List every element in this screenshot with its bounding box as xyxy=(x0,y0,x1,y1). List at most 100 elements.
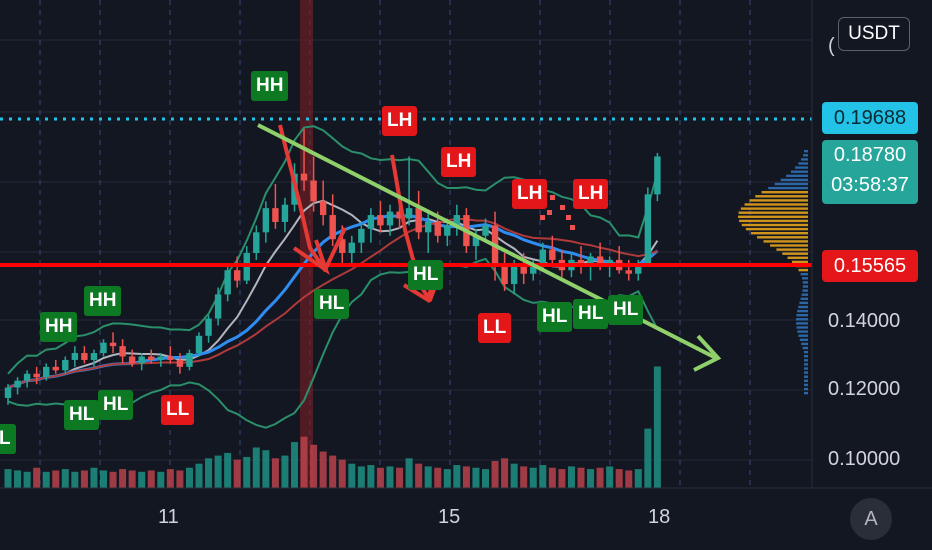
profile-bar xyxy=(802,285,808,288)
profile-bar xyxy=(741,223,808,227)
volume-bar xyxy=(214,455,222,488)
annotation-tag: HL xyxy=(537,302,573,332)
candle-body xyxy=(128,356,136,364)
profile-bar xyxy=(798,334,808,337)
annotation-tag: HL xyxy=(314,289,350,319)
profile-bar xyxy=(763,240,808,243)
profile-bar xyxy=(804,375,808,378)
profile-bar xyxy=(738,211,808,214)
volume-bar xyxy=(510,463,518,488)
profile-bar xyxy=(738,215,808,218)
profile-bar xyxy=(799,338,808,341)
volume-bar xyxy=(205,458,213,488)
profile-bar xyxy=(803,154,808,157)
profile-bar xyxy=(744,203,808,206)
volume-bar xyxy=(119,469,127,488)
volume-bar xyxy=(615,469,623,488)
x-tick-label: 18 xyxy=(648,506,671,528)
annotation-tag: HH xyxy=(40,312,78,342)
highlight-column xyxy=(300,0,313,488)
slow-average xyxy=(7,217,658,389)
profile-bar xyxy=(802,346,808,350)
candle-body xyxy=(539,249,546,264)
candle-body xyxy=(530,263,537,274)
profile-bar xyxy=(800,273,808,276)
support-price-label: 0.15565 xyxy=(822,250,918,282)
annotation-tag: HL xyxy=(573,299,609,329)
profile-bar xyxy=(801,277,808,280)
profile-bar xyxy=(801,158,808,161)
x-tick-label: 15 xyxy=(438,506,461,528)
candle-body xyxy=(405,208,413,219)
volume-bar xyxy=(262,450,270,488)
volume-bar xyxy=(14,470,22,488)
profile-bar xyxy=(757,236,808,239)
candle-body xyxy=(310,180,317,202)
y-tick-label: 0.12000 xyxy=(828,378,901,400)
volume-bar xyxy=(310,444,318,488)
candle-body xyxy=(415,208,422,233)
candle-body xyxy=(176,359,184,367)
volume-bar xyxy=(338,459,346,488)
annotation-tag: HH xyxy=(251,71,289,101)
profile-bar xyxy=(770,244,808,247)
profile-bar xyxy=(800,297,808,300)
candle-body xyxy=(358,228,365,243)
candle-body xyxy=(138,356,145,364)
volume-bar xyxy=(386,466,394,488)
candle-body xyxy=(654,156,661,195)
profile-bar xyxy=(749,199,808,202)
auto-scale-button[interactable]: A xyxy=(850,498,892,540)
marker-dot xyxy=(566,215,571,220)
volume-bar xyxy=(233,459,241,488)
profile-bar xyxy=(787,256,808,259)
annotation-tag: LL xyxy=(478,313,512,343)
candle-body xyxy=(81,353,88,360)
profile-bar xyxy=(796,318,808,321)
candle-body xyxy=(186,353,193,367)
candle-body xyxy=(520,266,527,274)
profile-bar xyxy=(795,166,808,169)
volume-bar xyxy=(606,466,614,488)
marker-dot xyxy=(560,205,565,210)
annotation-tag: LH xyxy=(512,179,548,209)
candle-body xyxy=(453,215,461,226)
volume-bar xyxy=(176,470,184,488)
profile-bar xyxy=(774,182,808,186)
candle-body xyxy=(377,215,384,226)
volume-bar xyxy=(271,458,279,488)
candle-body xyxy=(549,249,556,260)
candle-body xyxy=(587,256,594,267)
profile-bar xyxy=(739,219,808,223)
candle-body xyxy=(205,318,212,336)
candle-body xyxy=(109,342,117,347)
volume-bar xyxy=(491,461,499,488)
annotation-tag: LH xyxy=(441,147,477,177)
profile-bar xyxy=(798,305,808,309)
candle-body xyxy=(167,356,174,360)
candle-body xyxy=(71,353,79,360)
profile-bar xyxy=(790,170,808,173)
volume-bar xyxy=(71,471,79,488)
x-tick-label: 11 xyxy=(158,506,179,528)
profile-bar xyxy=(804,355,808,358)
profile-bar xyxy=(798,162,808,165)
candle-body xyxy=(43,366,50,378)
annotation-tag: LH xyxy=(382,106,418,136)
volume-bar xyxy=(376,467,384,488)
candle-body xyxy=(33,373,40,378)
volume-bar xyxy=(587,469,595,488)
volume-bar xyxy=(482,469,489,488)
volume-bar xyxy=(100,470,107,488)
profile-bar xyxy=(761,191,808,194)
volume-bar xyxy=(548,467,556,488)
volume-bar xyxy=(23,471,31,488)
candle-body xyxy=(386,211,394,226)
volume-bar xyxy=(577,467,585,488)
profile-bar xyxy=(796,314,808,317)
currency-button[interactable]: USDT xyxy=(838,17,910,51)
volume-bar xyxy=(138,471,146,488)
volume-bar xyxy=(243,456,251,488)
profile-bar xyxy=(804,367,808,370)
